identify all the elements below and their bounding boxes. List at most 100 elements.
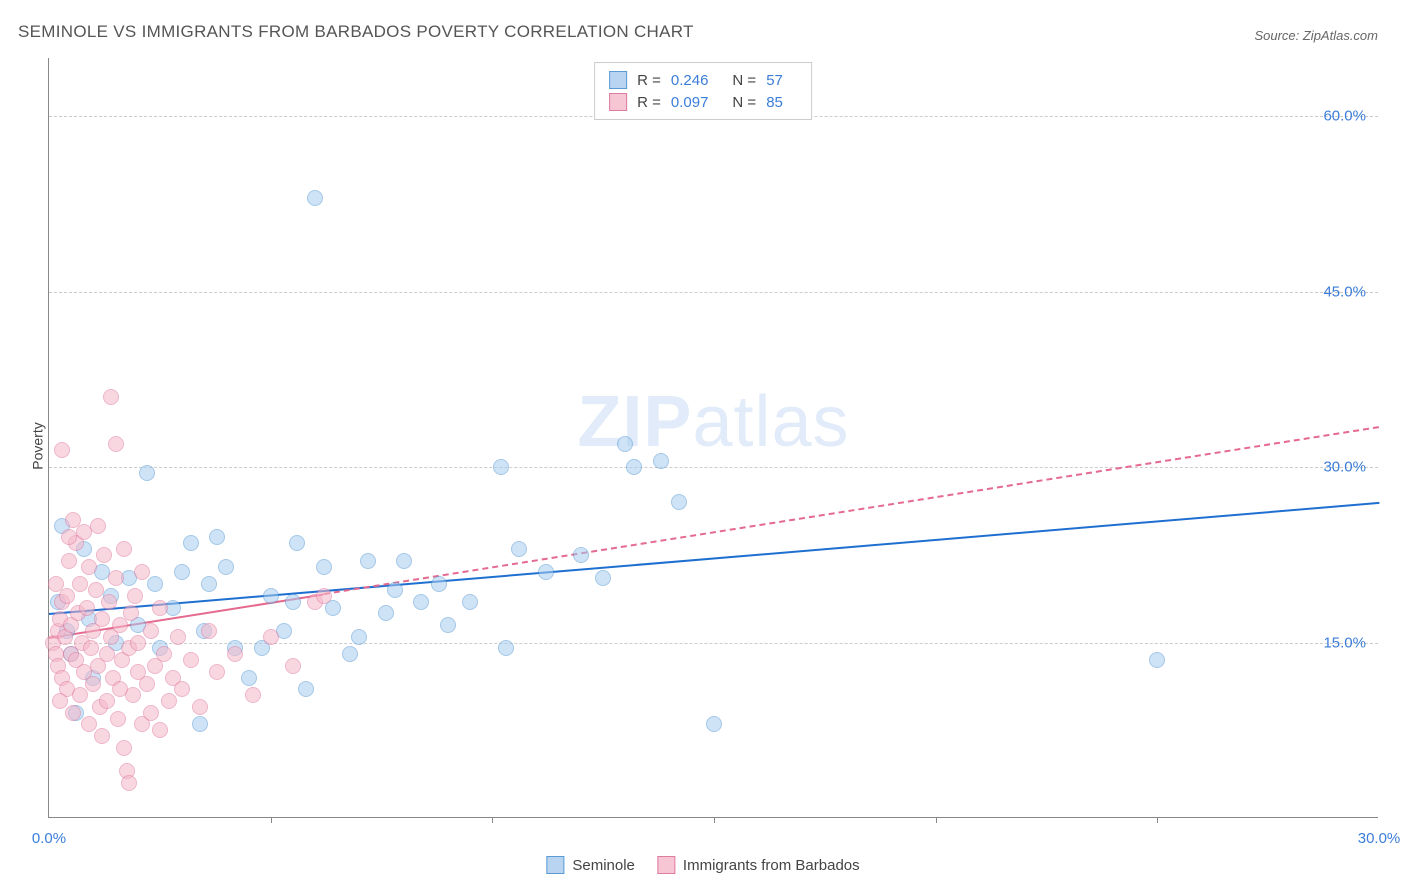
legend-series-item: Immigrants from Barbados — [657, 856, 860, 874]
data-point — [99, 646, 115, 662]
data-point — [626, 459, 642, 475]
legend-swatch — [609, 93, 627, 111]
data-point — [59, 588, 75, 604]
chart-container: SEMINOLE VS IMMIGRANTS FROM BARBADOS POV… — [0, 0, 1406, 892]
data-point — [209, 529, 225, 545]
data-point — [511, 541, 527, 557]
legend-swatch — [609, 71, 627, 89]
chart-title: SEMINOLE VS IMMIGRANTS FROM BARBADOS POV… — [18, 22, 694, 42]
data-point — [94, 611, 110, 627]
data-point — [101, 594, 117, 610]
data-point — [48, 576, 64, 592]
data-point — [88, 582, 104, 598]
data-point — [183, 535, 199, 551]
x-tick-label: 0.0% — [32, 830, 66, 847]
legend-r-value: 0.097 — [671, 94, 709, 111]
data-point — [201, 576, 217, 592]
data-point — [103, 389, 119, 405]
data-point — [170, 629, 186, 645]
data-point — [139, 676, 155, 692]
data-point — [108, 436, 124, 452]
data-point — [396, 553, 412, 569]
data-point — [61, 529, 77, 545]
legend-series-label: Immigrants from Barbados — [683, 857, 860, 874]
trend-line-extrapolated — [324, 426, 1379, 595]
data-point — [462, 594, 478, 610]
data-point — [127, 588, 143, 604]
data-point — [316, 588, 332, 604]
legend-correlation-row: R =0.097N =85 — [609, 91, 797, 113]
legend-n-label: N = — [732, 94, 756, 111]
data-point — [94, 728, 110, 744]
data-point — [307, 190, 323, 206]
data-point — [342, 646, 358, 662]
trend-line — [49, 502, 1379, 615]
data-point — [431, 576, 447, 592]
x-tick-mark — [1157, 817, 1158, 823]
grid-line-h — [49, 292, 1378, 293]
data-point — [116, 740, 132, 756]
data-point — [493, 459, 509, 475]
data-point — [298, 681, 314, 697]
data-point — [61, 553, 77, 569]
grid-line-h — [49, 643, 1378, 644]
legend-series-item: Seminole — [546, 856, 635, 874]
data-point — [192, 716, 208, 732]
data-point — [378, 605, 394, 621]
data-point — [351, 629, 367, 645]
x-tick-mark — [271, 817, 272, 823]
data-point — [54, 442, 70, 458]
x-tick-mark — [492, 817, 493, 823]
data-point — [81, 559, 97, 575]
y-tick-label: 15.0% — [1323, 634, 1366, 651]
data-point — [413, 594, 429, 610]
data-point — [152, 600, 168, 616]
data-point — [121, 775, 137, 791]
data-point — [116, 541, 132, 557]
data-point — [143, 705, 159, 721]
data-point — [99, 693, 115, 709]
watermark-atlas: atlas — [692, 382, 849, 462]
data-point — [65, 512, 81, 528]
x-tick-mark — [714, 817, 715, 823]
data-point — [617, 436, 633, 452]
data-point — [538, 564, 554, 580]
data-point — [498, 640, 514, 656]
data-point — [156, 646, 172, 662]
data-point — [85, 676, 101, 692]
legend-swatch — [546, 856, 564, 874]
plot-area: ZIPatlas 15.0%30.0%45.0%60.0%0.0%30.0% — [48, 58, 1378, 818]
x-tick-mark — [936, 817, 937, 823]
data-point — [79, 600, 95, 616]
data-point — [108, 570, 124, 586]
data-point — [110, 711, 126, 727]
data-point — [192, 699, 208, 715]
data-point — [134, 564, 150, 580]
source-prefix: Source: — [1254, 28, 1302, 43]
data-point — [65, 705, 81, 721]
data-point — [130, 635, 146, 651]
data-point — [201, 623, 217, 639]
legend-series-label: Seminole — [572, 857, 635, 874]
data-point — [241, 670, 257, 686]
data-point — [52, 693, 68, 709]
data-point — [316, 559, 332, 575]
data-point — [653, 453, 669, 469]
legend-swatch — [657, 856, 675, 874]
data-point — [285, 658, 301, 674]
data-point — [143, 623, 159, 639]
data-point — [245, 687, 261, 703]
data-point — [387, 582, 403, 598]
y-axis-label: Poverty — [30, 422, 46, 469]
legend-n-value: 57 — [766, 72, 783, 89]
legend-correlation-row: R =0.246N =57 — [609, 69, 797, 91]
data-point — [440, 617, 456, 633]
data-point — [83, 640, 99, 656]
data-point — [72, 576, 88, 592]
legend-n-value: 85 — [766, 94, 783, 111]
data-point — [227, 646, 243, 662]
x-tick-label: 30.0% — [1358, 830, 1401, 847]
watermark-zip: ZIP — [577, 382, 692, 462]
data-point — [218, 559, 234, 575]
data-point — [125, 687, 141, 703]
